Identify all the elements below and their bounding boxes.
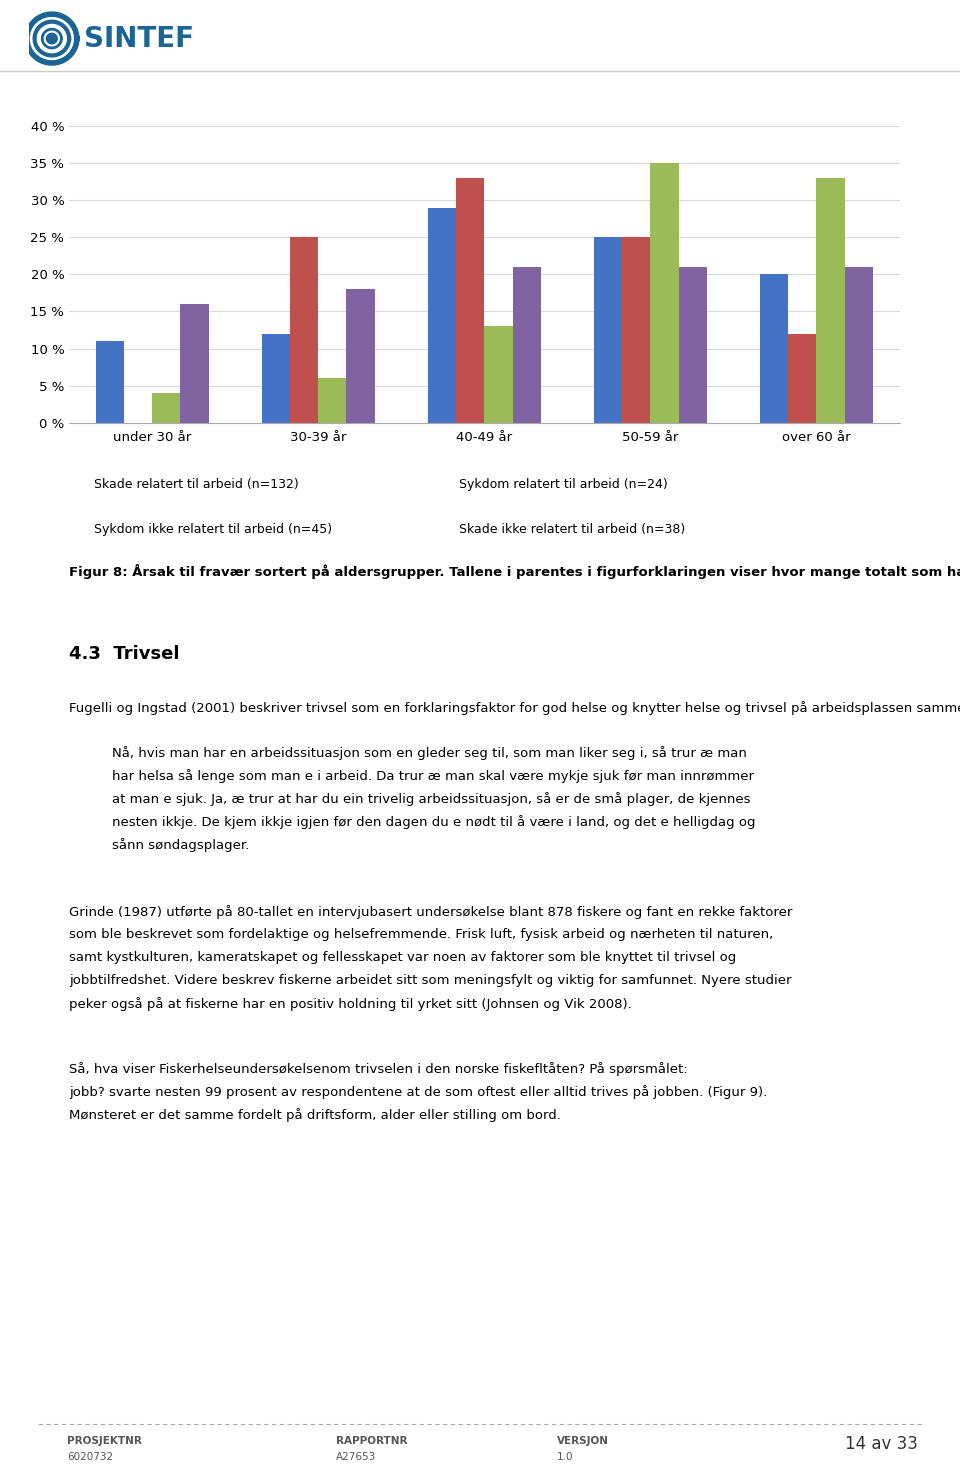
Text: Nå, hvis man har en arbeidssituasjon som en gleder seg til, som man liker seg i,: Nå, hvis man har en arbeidssituasjon som…	[112, 746, 747, 759]
Bar	[760, 274, 788, 423]
Text: Skade relatert til arbeid (n=132): Skade relatert til arbeid (n=132)	[94, 479, 299, 491]
Text: 4.3  Trivsel: 4.3 Trivsel	[69, 645, 180, 663]
Bar	[96, 341, 124, 423]
Text: 14 av 33: 14 av 33	[845, 1436, 918, 1453]
Bar	[816, 178, 845, 423]
Bar	[485, 326, 513, 423]
Bar	[180, 304, 208, 423]
Text: PROSJEKTNR: PROSJEKTNR	[67, 1436, 142, 1446]
Bar	[152, 393, 180, 423]
Text: Sykdom relatert til arbeid (n=24): Sykdom relatert til arbeid (n=24)	[459, 479, 667, 491]
Text: Sykdom ikke relatert til arbeid (n=45): Sykdom ikke relatert til arbeid (n=45)	[94, 523, 332, 535]
Bar	[428, 208, 456, 423]
Text: A27653: A27653	[336, 1452, 376, 1462]
Text: Skade ikke relatert til arbeid (n=38): Skade ikke relatert til arbeid (n=38)	[459, 523, 685, 535]
Text: samt kystkulturen, kameratskapet og fellesskapet var noen av faktorer som ble kn: samt kystkulturen, kameratskapet og fell…	[69, 952, 736, 964]
Text: peker også på at fiskerne har en positiv holdning til yrket sitt (Johnsen og Vik: peker også på at fiskerne har en positiv…	[69, 998, 632, 1011]
Text: Fugelli og Ingstad (2001) beskriver trivsel som en forklaringsfaktor for god hel: Fugelli og Ingstad (2001) beskriver triv…	[69, 701, 960, 715]
Text: nesten ikkje. De kjem ikkje igjen før den dagen du e nødt til å være i land, og : nesten ikkje. De kjem ikkje igjen før de…	[112, 816, 756, 829]
Bar	[679, 267, 707, 423]
Text: Figur 8: Årsak til fravær sortert på aldersgrupper. Tallene i parentes i figurfo: Figur 8: Årsak til fravær sortert på ald…	[69, 564, 960, 578]
Circle shape	[46, 33, 58, 44]
Bar	[513, 267, 540, 423]
Text: som ble beskrevet som fordelaktige og helsefremmende. Frisk luft, fysisk arbeid : som ble beskrevet som fordelaktige og he…	[69, 928, 774, 942]
Text: har helsa så lenge som man e i arbeid. Da trur æ man skal være mykje sjuk før ma: har helsa så lenge som man e i arbeid. D…	[112, 770, 755, 783]
Text: jobb? svarte nesten 99 prosent av respondentene at de som oftest eller alltid tr: jobb? svarte nesten 99 prosent av respon…	[69, 1086, 767, 1099]
Bar	[262, 334, 290, 423]
Bar	[845, 267, 873, 423]
Text: Grinde (1987) utførte på 80-tallet en intervjubasert undersøkelse blant 878 fisk: Grinde (1987) utførte på 80-tallet en in…	[69, 906, 793, 919]
Text: Mønsteret er det samme fordelt på driftsform, alder eller stilling om bord.: Mønsteret er det samme fordelt på drifts…	[69, 1108, 561, 1121]
Text: SINTEF: SINTEF	[84, 25, 195, 52]
Text: 6020732: 6020732	[67, 1452, 113, 1462]
Bar	[594, 237, 622, 423]
Text: 1.0: 1.0	[557, 1452, 573, 1462]
Text: VERSJON: VERSJON	[557, 1436, 609, 1446]
Bar	[622, 237, 651, 423]
Bar	[788, 334, 816, 423]
Text: RAPPORTNR: RAPPORTNR	[336, 1436, 407, 1446]
Bar	[290, 237, 318, 423]
Bar	[651, 163, 679, 423]
Text: jobbtilfredshet. Videre beskrev fiskerne arbeidet sitt som meningsfylt og viktig: jobbtilfredshet. Videre beskrev fiskerne…	[69, 974, 792, 988]
Bar	[456, 178, 484, 423]
Bar	[319, 378, 347, 423]
Text: Så, hva viser Fiskerhelseundersøkelsenom trivselen i den norske fiskefltåten? På: Så, hva viser Fiskerhelseundersøkelsenom…	[69, 1062, 692, 1075]
Text: sånn søndagsplager.: sånn søndagsplager.	[112, 838, 250, 851]
Bar	[347, 289, 374, 423]
Text: at man e sjuk. Ja, æ trur at har du ein trivelig arbeidssituasjon, så er de små : at man e sjuk. Ja, æ trur at har du ein …	[112, 792, 751, 805]
